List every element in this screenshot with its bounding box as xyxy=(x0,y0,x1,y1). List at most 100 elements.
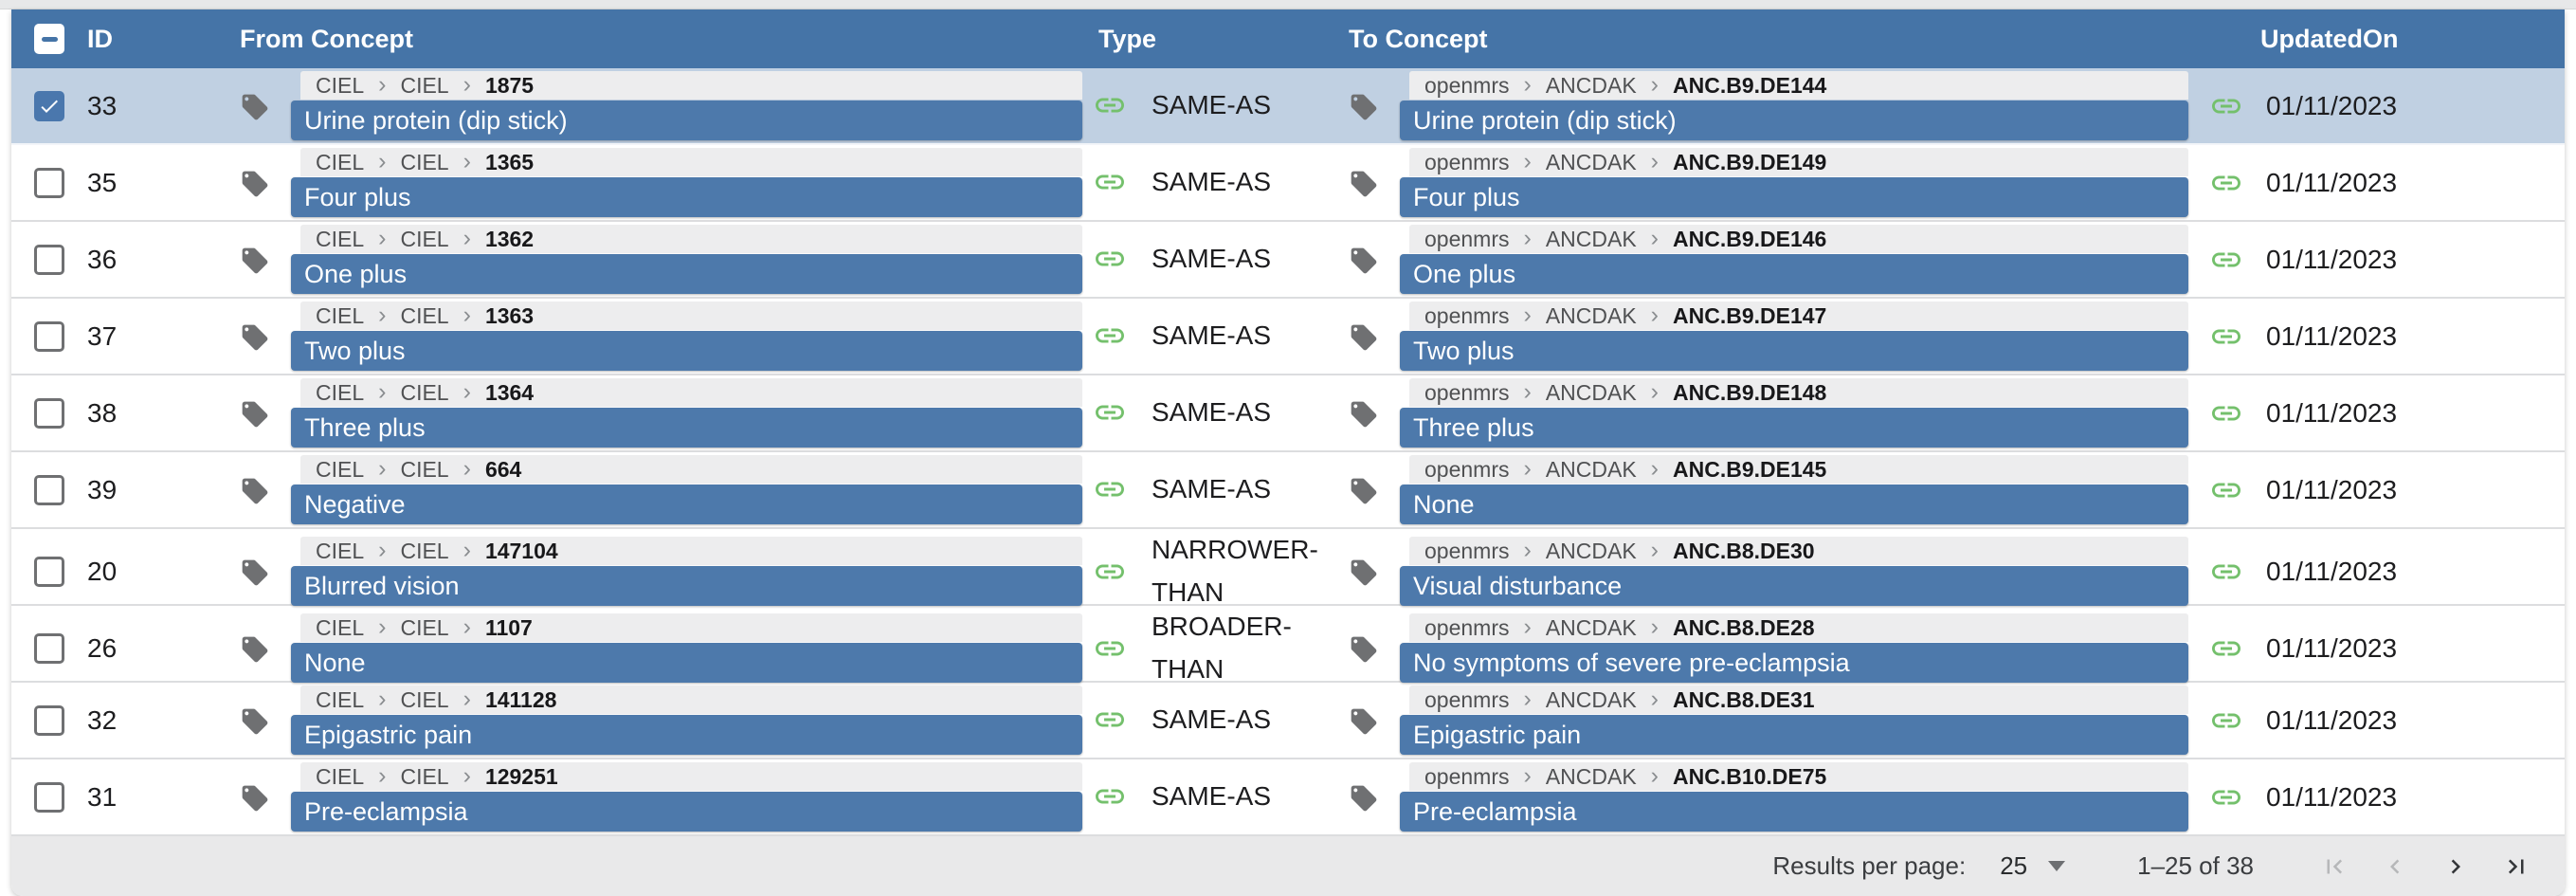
from-concept-code: 147104 xyxy=(484,538,558,563)
to-concept-breadcrumb: openmrs › ANCDAK › ANC.B9.DE145 xyxy=(1409,455,2188,484)
chevron-right-icon: › xyxy=(378,761,387,789)
from-concept-breadcrumb: CIEL › CIEL › 1362 xyxy=(300,225,1082,253)
select-all-checkbox[interactable] xyxy=(34,24,64,54)
chevron-right-icon: › xyxy=(378,454,387,482)
map-type-cell: SAME-AS xyxy=(1093,238,1349,281)
row-id: 35 xyxy=(87,167,118,197)
from-owner: CIEL xyxy=(316,763,365,789)
chevron-left-icon xyxy=(2390,859,2400,873)
from-source: CIEL xyxy=(400,456,449,482)
to-concept-code: ANC.B8.DE30 xyxy=(1673,538,1815,563)
tag-icon xyxy=(242,708,268,734)
row-select-cell xyxy=(11,704,87,736)
row-id: 26 xyxy=(87,632,118,663)
row-checkbox[interactable] xyxy=(34,704,64,736)
row-select-cell xyxy=(11,556,87,587)
from-concept-chip[interactable]: Epigastric pain xyxy=(291,715,1082,755)
to-owner: openmrs xyxy=(1424,686,1510,712)
to-concept-chip[interactable]: Two plus xyxy=(1400,331,2188,371)
to-owner: openmrs xyxy=(1424,72,1510,98)
map-type-cell: SAME-AS xyxy=(1093,776,1349,818)
map-type-cell: SAME-AS xyxy=(1093,315,1349,357)
to-concept-chip[interactable]: No symptoms of severe pre-eclampsia xyxy=(1400,643,2188,684)
row-id: 38 xyxy=(87,397,118,428)
to-concept-cell: openmrs › ANCDAK › ANC.B8.DE31 Epigastri… xyxy=(1349,686,2202,755)
chevron-right-icon: › xyxy=(378,70,387,98)
to-concept-chip[interactable]: Visual disturbance xyxy=(1400,566,2188,607)
from-concept-code: 1363 xyxy=(484,302,535,328)
row-checkbox[interactable] xyxy=(34,474,64,505)
from-concept-cell: CIEL › CIEL › 141128 Epigastric pain xyxy=(240,686,1093,755)
from-owner: CIEL xyxy=(316,302,365,328)
to-concept-cell: openmrs › ANCDAK › ANC.B9.DE144 Urine pr… xyxy=(1349,71,2202,140)
map-type-label: SAME-AS xyxy=(1152,704,1272,735)
to-concept-chip[interactable]: Urine protein (dip stick) xyxy=(1400,101,2188,140)
from-concept-cell: CIEL › CIEL › 1365 Four plus xyxy=(240,148,1093,217)
table-row: 35 CIEL › CIEL › 1365 Four plus SAME-AS xyxy=(11,145,2565,222)
column-header-updated-on: UpdatedOn xyxy=(2260,24,2399,53)
to-concept-cell: openmrs › ANCDAK › ANC.B9.DE147 Two plus xyxy=(1349,302,2202,371)
map-type-label: SAME-AS xyxy=(1152,90,1272,120)
dropdown-caret-icon xyxy=(2048,861,2066,871)
from-concept-chip[interactable]: Pre-eclampsia xyxy=(291,792,1082,832)
to-concept-code: ANC.B9.DE149 xyxy=(1673,149,1827,174)
to-concept-chip[interactable]: Four plus xyxy=(1400,177,2188,217)
updated-on-cell: 01/11/2023 xyxy=(2202,780,2565,814)
next-page-button[interactable] xyxy=(2434,845,2477,888)
tag-icon xyxy=(1351,478,1377,503)
tag-icon xyxy=(1351,324,1377,350)
to-concept-breadcrumb: openmrs › ANCDAK › ANC.B8.DE31 xyxy=(1409,686,2188,714)
column-header-from-concept: From Concept xyxy=(240,24,414,53)
page-size-select[interactable]: 25 xyxy=(2000,851,2066,881)
updated-on-cell: 01/11/2023 xyxy=(2202,631,2565,666)
last-page-button[interactable] xyxy=(2494,845,2538,888)
from-concept-chip[interactable]: Negative xyxy=(291,485,1082,524)
row-checkbox[interactable] xyxy=(34,397,64,429)
updated-on-value: 01/11/2023 xyxy=(2266,320,2398,351)
tag-icon xyxy=(242,785,268,811)
chevron-right-icon: › xyxy=(1650,685,1659,712)
to-concept-chip[interactable]: One plus xyxy=(1400,254,2188,294)
chevron-right-icon: › xyxy=(1523,301,1532,328)
to-concept-chip[interactable]: Epigastric pain xyxy=(1400,715,2188,755)
from-concept-chip[interactable]: Blurred vision xyxy=(291,566,1082,607)
from-concept-chip[interactable]: Four plus xyxy=(291,177,1082,217)
from-concept-code: 1365 xyxy=(484,149,535,174)
tag-icon xyxy=(1351,171,1377,196)
from-concept-chip[interactable]: Urine protein (dip stick) xyxy=(291,101,1082,140)
to-owner: openmrs xyxy=(1424,226,1510,251)
chevron-right-icon: › xyxy=(463,224,471,251)
chevron-right-icon: › xyxy=(1650,613,1659,640)
row-checkbox[interactable] xyxy=(34,244,64,275)
chevron-right-icon: › xyxy=(1523,70,1532,98)
map-type-label: NARROWER-THAN xyxy=(1152,535,1318,607)
from-concept-chip[interactable]: Two plus xyxy=(291,331,1082,371)
updated-on-value: 01/11/2023 xyxy=(2266,474,2398,504)
row-checkbox[interactable] xyxy=(34,556,64,587)
first-page-button[interactable] xyxy=(2313,845,2356,888)
link-icon xyxy=(1096,405,1124,420)
row-checkbox[interactable] xyxy=(34,90,64,121)
row-select-cell xyxy=(11,474,87,505)
from-concept-chip[interactable]: None xyxy=(291,643,1082,684)
from-concept-cell: CIEL › CIEL › 129251 Pre-eclampsia xyxy=(240,762,1093,832)
row-checkbox[interactable] xyxy=(34,320,64,352)
indeterminate-dash-icon xyxy=(41,36,58,42)
to-source: ANCDAK xyxy=(1545,379,1637,405)
updated-on-cell: 01/11/2023 xyxy=(2202,243,2565,277)
from-concept-chip[interactable]: Three plus xyxy=(291,408,1082,448)
previous-page-button[interactable] xyxy=(2373,845,2417,888)
tag-icon xyxy=(1351,247,1377,273)
row-checkbox[interactable] xyxy=(34,632,64,664)
to-concept-chip[interactable]: None xyxy=(1400,485,2188,524)
link-icon xyxy=(2212,406,2240,420)
from-concept-chip[interactable]: One plus xyxy=(291,254,1082,294)
row-checkbox[interactable] xyxy=(34,781,64,813)
row-checkbox[interactable] xyxy=(34,167,64,198)
to-owner: openmrs xyxy=(1424,456,1510,482)
chevron-right-icon: › xyxy=(378,536,387,563)
to-concept-chip[interactable]: Three plus xyxy=(1400,408,2188,448)
table-row: 36 CIEL › CIEL › 1362 One plus SAME-AS xyxy=(11,222,2565,299)
to-concept-chip[interactable]: Pre-eclampsia xyxy=(1400,792,2188,832)
mappings-table: ID From Concept Type To Concept UpdatedO… xyxy=(11,9,2565,896)
